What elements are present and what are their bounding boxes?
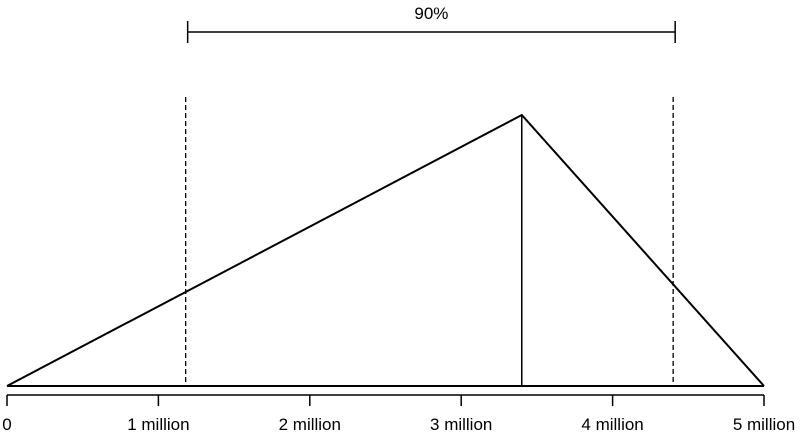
interval-label: 90% [414,4,448,23]
x-tick-label: 2 million [279,415,341,434]
x-tick-label: 1 million [127,415,189,434]
x-tick-label: 4 million [581,415,643,434]
triangle-distribution-line [6,113,765,387]
x-tick-label: 5 million [733,415,795,434]
x-tick-label: 3 million [430,415,492,434]
x-tick-label: 0 [2,415,11,434]
plot-area: 90% 0 1 million 2 million 3 million 4 million… [2,4,795,434]
